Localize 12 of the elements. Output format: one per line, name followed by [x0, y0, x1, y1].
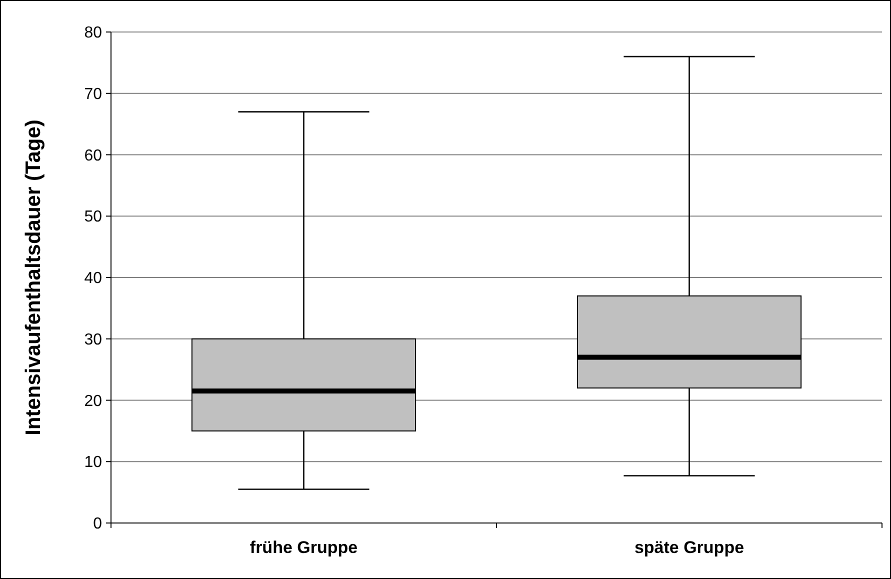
y-tick-label: 80	[84, 24, 102, 42]
y-tick-label: 60	[84, 147, 102, 164]
y-tick-label: 50	[84, 208, 102, 226]
y-tick-label: 10	[84, 454, 102, 472]
y-tick-label: 40	[84, 270, 102, 288]
y-tick-label: 0	[93, 516, 102, 533]
x-tick-label: frühe Gruppe	[250, 538, 358, 557]
x-tick-label: späte Gruppe	[634, 538, 744, 557]
y-tick-label: 70	[84, 86, 102, 103]
y-axis-title: Intensivaufenthaltsdauer (Tage)	[22, 120, 45, 436]
y-tick-label: 20	[84, 392, 102, 410]
y-tick-label: 30	[84, 331, 102, 348]
